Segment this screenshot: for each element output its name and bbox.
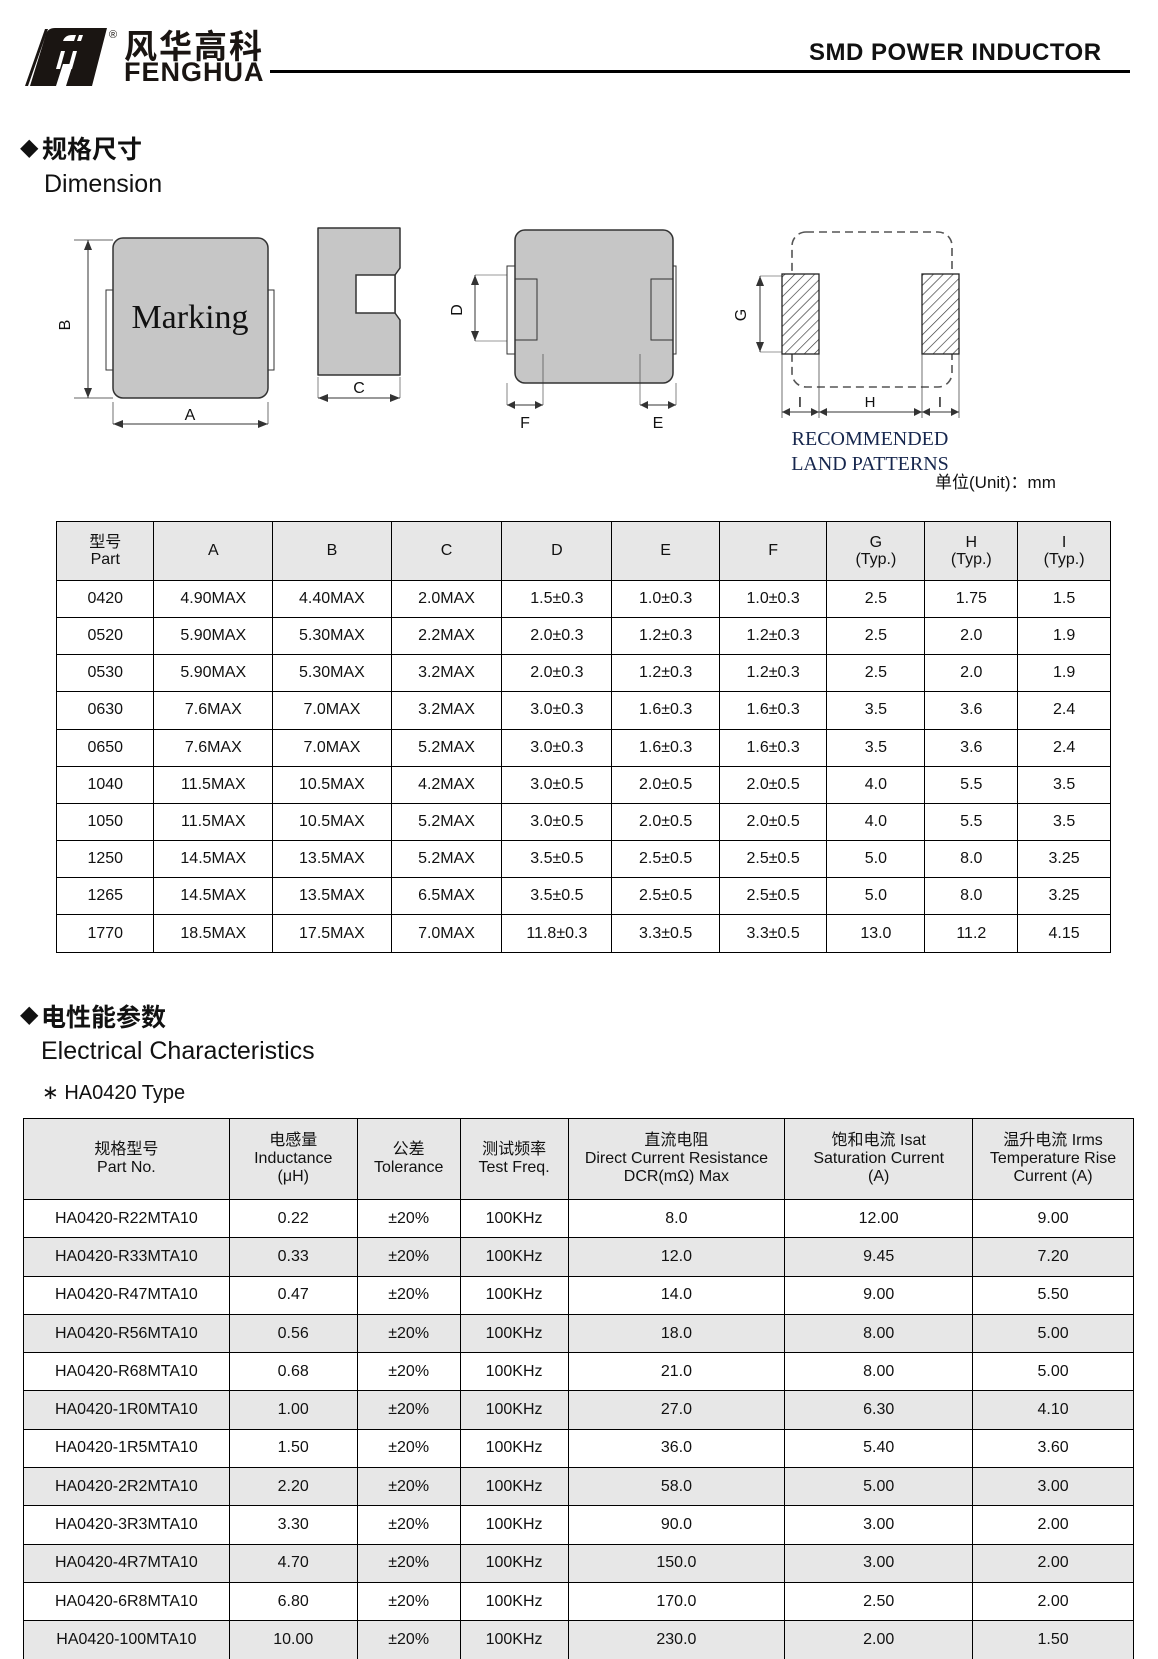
- svg-text:A: A: [185, 407, 196, 424]
- svg-text:E: E: [653, 415, 664, 432]
- svg-text:D: D: [450, 304, 466, 316]
- svg-text:I: I: [938, 394, 942, 411]
- svg-text:I: I: [798, 394, 802, 411]
- svg-text:LAND PATTERNS: LAND PATTERNS: [791, 453, 949, 470]
- svg-text:RECOMMENDED: RECOMMENDED: [792, 428, 949, 450]
- svg-text:G: G: [733, 309, 750, 321]
- svg-text:B: B: [57, 320, 74, 331]
- svg-text:C: C: [353, 380, 365, 397]
- svg-text:Marking: Marking: [131, 299, 248, 336]
- svg-text:F: F: [520, 415, 530, 432]
- svg-text:H: H: [865, 394, 876, 411]
